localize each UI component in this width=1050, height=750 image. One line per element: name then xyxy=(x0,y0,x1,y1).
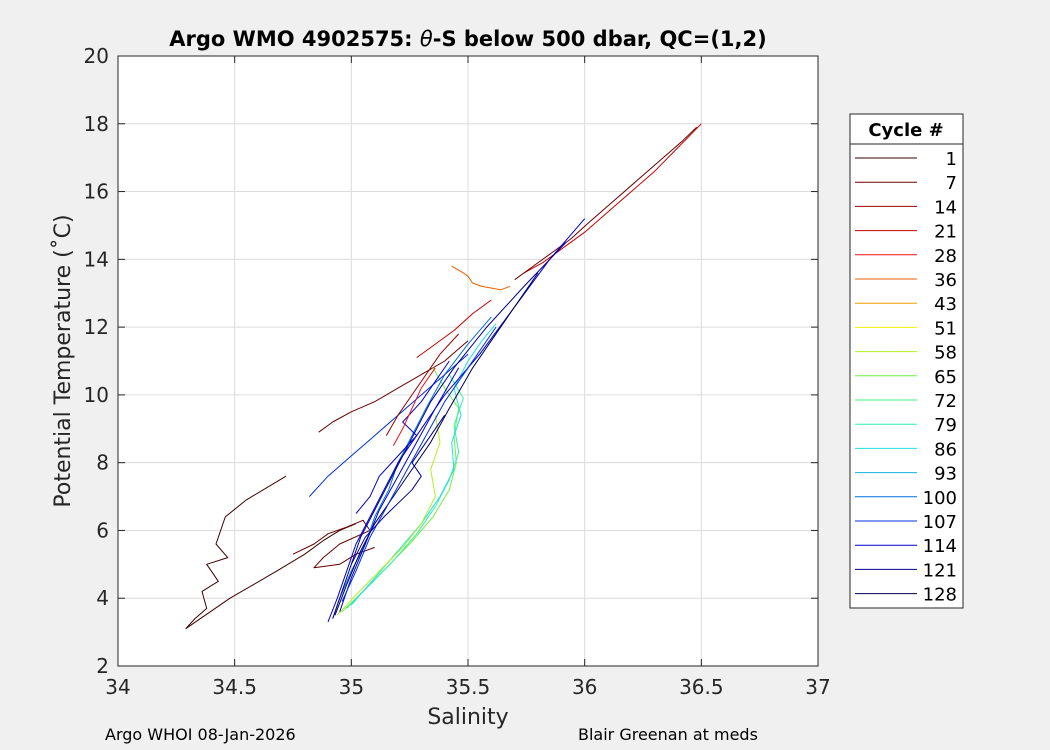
series-layer xyxy=(185,123,702,630)
x-tick-label: 35.5 xyxy=(446,675,491,699)
series-line-18 xyxy=(341,326,497,602)
y-tick-label: 8 xyxy=(96,451,109,475)
legend-title: Cycle # xyxy=(868,120,943,141)
legend-entry-label: 72 xyxy=(934,391,957,412)
title-suffix: -S below 500 dbar, QC=(1,2) xyxy=(433,27,767,51)
title-prefix: Argo WMO 4902575: xyxy=(169,27,420,51)
footer-source: Argo WHOI 08-Jan-2026 xyxy=(105,725,296,744)
x-tick-label: 37 xyxy=(805,675,830,699)
legend-entry-label: 79 xyxy=(934,415,957,436)
x-tick-label: 36.5 xyxy=(679,675,724,699)
x-axis-label: Salinity xyxy=(427,705,508,730)
y-tick-label: 6 xyxy=(96,518,109,542)
series-line-16 xyxy=(334,272,539,616)
footer-author: Blair Greenan at meds xyxy=(578,725,758,744)
series-line-22 xyxy=(385,333,460,436)
legend-entries: 1 7 14 21 28 36 43 51 58 65 72 79 86 93 100 107 114 121 12… xyxy=(855,149,957,606)
series-line-7 xyxy=(451,265,511,291)
legend: Cycle # 1 7 14 21 28 36 43 51 58 65 72 79 86 93 100 107… xyxy=(849,113,964,609)
x-tick-label: 34.5 xyxy=(212,675,257,699)
series-line-12 xyxy=(332,316,492,619)
legend-entry-label: 43 xyxy=(934,294,957,315)
legend-entry-label: 51 xyxy=(934,318,957,339)
y-axis-label: Potential Temperature (˚C) xyxy=(51,214,76,507)
x-tick-label: 35 xyxy=(339,675,364,699)
legend-entry-label: 93 xyxy=(934,464,957,485)
series-line-19 xyxy=(350,414,446,565)
series-line-11 xyxy=(336,415,441,616)
x-tick-label: 34 xyxy=(105,675,130,699)
y-tick-label: 20 xyxy=(84,44,109,68)
series-line-3 xyxy=(318,340,469,433)
series-line-21 xyxy=(392,367,436,446)
legend-entry-label: 65 xyxy=(934,367,957,388)
legend-entry-label: 114 xyxy=(923,536,957,557)
axis-ticks xyxy=(117,55,819,667)
legend-entry-label: 21 xyxy=(934,222,957,243)
y-tick-label: 14 xyxy=(84,247,109,271)
y-tick-label: 2 xyxy=(96,654,109,678)
legend-entry-label: 36 xyxy=(934,270,957,291)
legend-entry-label: 58 xyxy=(934,343,957,364)
legend-entry-label: 100 xyxy=(923,488,957,509)
y-tick-label: 18 xyxy=(84,112,109,136)
tick-labels: 34 34.5 35 35.5 36 36.5 37 2 4 6 8 10 12 14 16 18 20 xyxy=(84,44,831,699)
legend-entry-label: 128 xyxy=(923,585,957,606)
series-line-0 xyxy=(185,475,287,630)
y-tick-label: 10 xyxy=(84,383,109,407)
series-line-2 xyxy=(292,519,375,569)
y-tick-label: 12 xyxy=(84,315,109,339)
series-line-6 xyxy=(514,126,698,281)
legend-entry-label: 7 xyxy=(946,173,957,194)
series-line-5 xyxy=(523,123,702,274)
legend-entry-label: 121 xyxy=(923,560,957,581)
chart-title: Argo WMO 4902575: θ-S below 500 dbar, QC… xyxy=(169,27,766,51)
legend-entry-label: 107 xyxy=(923,512,957,533)
y-tick-label: 16 xyxy=(84,180,109,204)
series-line-17 xyxy=(339,367,460,612)
series-line-1 xyxy=(185,523,357,630)
legend-entry-label: 14 xyxy=(934,197,957,218)
series-line-13 xyxy=(308,353,469,497)
series-line-10 xyxy=(350,323,497,606)
legend-box xyxy=(849,113,964,609)
series-line-20 xyxy=(355,360,450,514)
legend-entry-label: 1 xyxy=(946,149,957,170)
y-tick-label: 4 xyxy=(96,586,109,610)
x-tick-label: 36 xyxy=(572,675,597,699)
legend-entry-label: 86 xyxy=(934,439,957,460)
title-symbol: θ xyxy=(420,27,433,51)
series-line-4 xyxy=(416,299,492,359)
legend-entry-label: 28 xyxy=(934,246,957,267)
